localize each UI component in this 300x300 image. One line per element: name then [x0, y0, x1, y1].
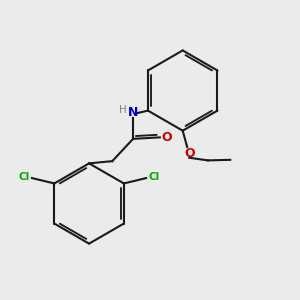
Text: H: H	[119, 105, 127, 115]
Text: N: N	[128, 106, 138, 119]
Text: O: O	[184, 147, 194, 160]
Text: Cl: Cl	[18, 172, 29, 182]
Text: Cl: Cl	[149, 172, 160, 182]
Text: O: O	[161, 131, 172, 144]
